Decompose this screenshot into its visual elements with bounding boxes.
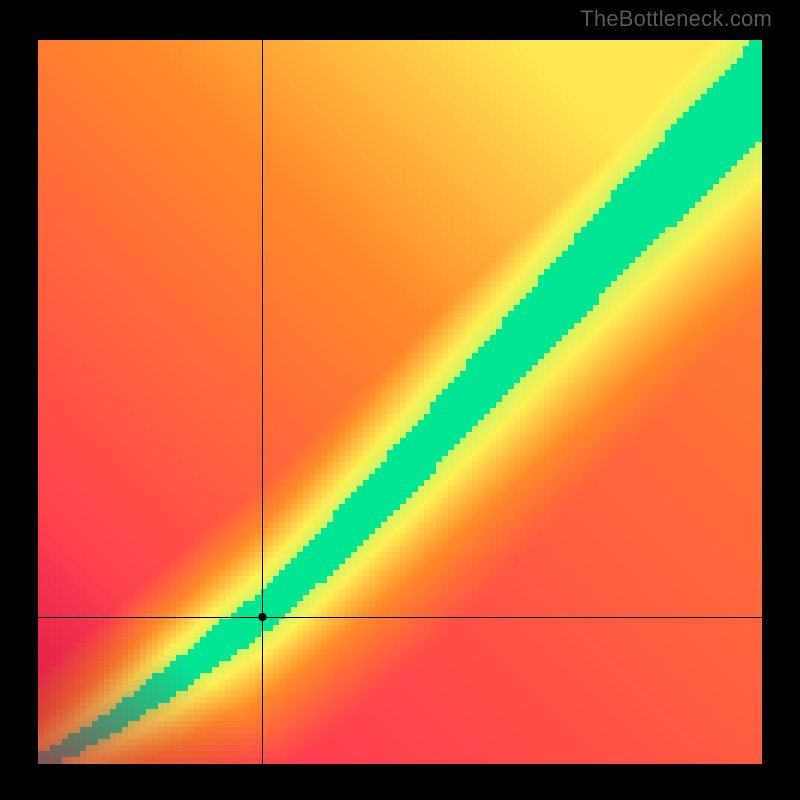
chart-container: TheBottleneck.com — [0, 0, 800, 800]
watermark-text: TheBottleneck.com — [580, 6, 772, 32]
bottleneck-heatmap — [0, 0, 800, 800]
